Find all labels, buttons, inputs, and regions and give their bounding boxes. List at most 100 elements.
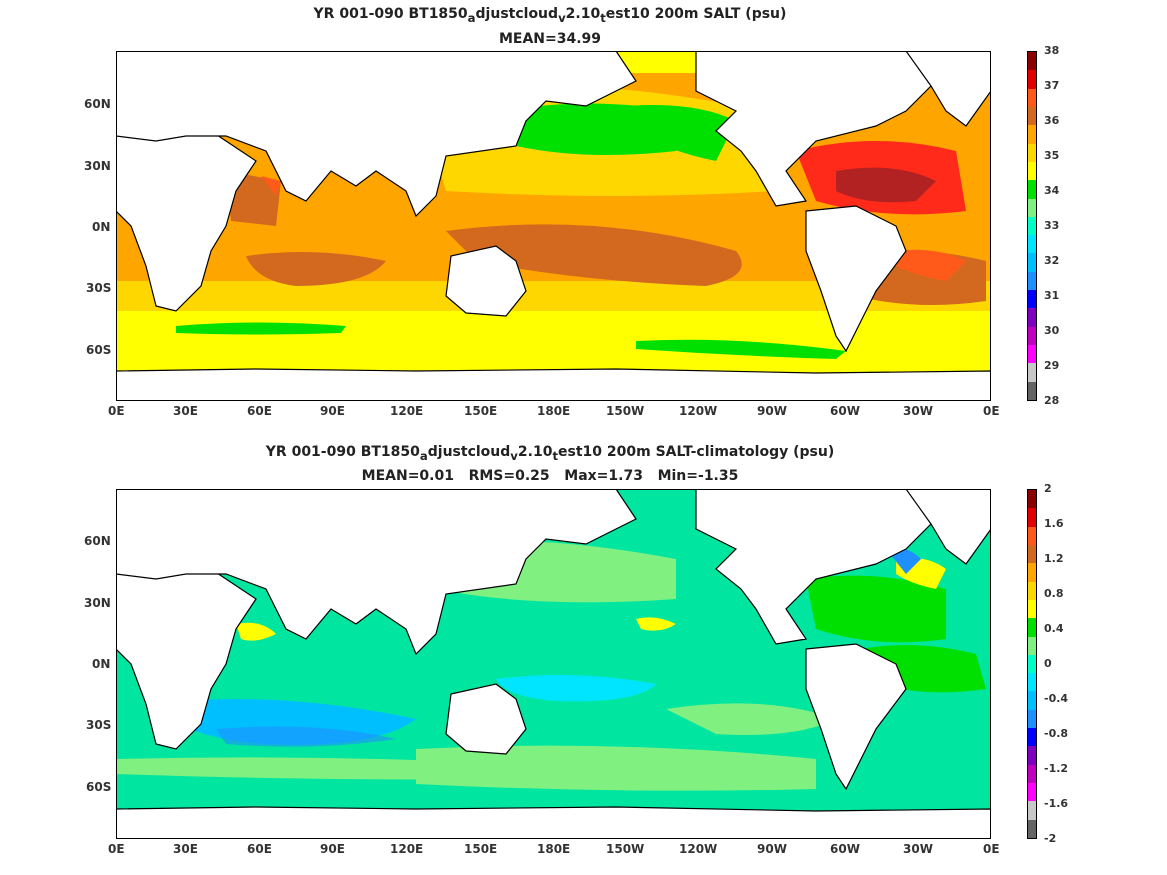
colorbar-segment	[1028, 326, 1036, 345]
cb-tick: 32	[1044, 254, 1060, 267]
colorbar-segment	[1028, 636, 1036, 655]
red-sea	[261, 176, 281, 196]
south-pacific-high	[446, 224, 742, 286]
cb-tick: 31	[1044, 289, 1060, 302]
colorbar-segment	[1028, 271, 1036, 291]
xtick: 30E	[173, 404, 198, 418]
colorbar-segment	[1028, 216, 1036, 236]
ytick: 30N	[84, 596, 111, 610]
ytick: 30S	[86, 281, 112, 295]
colorbar-segment	[1028, 125, 1036, 144]
xtick: 30E	[173, 842, 198, 856]
south-pacific-pos	[666, 703, 836, 735]
panel1-map	[116, 51, 991, 401]
cb-tick: 34	[1044, 184, 1060, 197]
colorbar-segment	[1028, 180, 1036, 199]
south-atlantic-core	[896, 249, 966, 281]
panel2-map	[116, 489, 991, 839]
xtick: 90W	[757, 842, 787, 856]
colorbar-segment	[1028, 198, 1036, 217]
colorbar-segment	[1028, 654, 1036, 674]
cb-tick: 0.8	[1044, 587, 1064, 600]
xtick: 150W	[606, 404, 645, 418]
colorbar-segment	[1028, 563, 1036, 582]
colorbar-segment	[1028, 235, 1036, 254]
colorbar-segment	[1028, 691, 1036, 710]
colorbar-segment	[1028, 253, 1036, 272]
xtick: 60E	[247, 842, 272, 856]
cb-tick: 29	[1044, 359, 1060, 372]
colorbar-segment	[1028, 581, 1036, 600]
south-indian-neg2	[216, 726, 396, 747]
colorbar-segment	[1028, 819, 1036, 838]
cb-tick: 38	[1044, 44, 1060, 57]
colorbar-segment	[1028, 308, 1036, 327]
north-pacific-spot	[636, 617, 676, 631]
ytick: 0N	[92, 657, 111, 671]
greenland	[905, 489, 991, 565]
colorbar-segment	[1028, 381, 1036, 400]
xtick: 60E	[247, 404, 272, 418]
north-pacific-low2	[626, 105, 736, 161]
xtick: 150E	[464, 404, 498, 418]
cb-tick: -0.8	[1044, 727, 1069, 740]
xtick: 120E	[390, 842, 424, 856]
xtick: 60W	[830, 404, 860, 418]
panel2-subtitle: MEAN=0.01 RMS=0.25 Max=1.73 Min=-1.35	[361, 468, 739, 484]
south-america	[805, 643, 907, 791]
cb-tick: 0.4	[1044, 622, 1064, 635]
panel2-colorbar	[1027, 489, 1037, 839]
colorbar-segment	[1028, 88, 1036, 107]
australia	[445, 245, 527, 317]
xtick: 180E	[537, 842, 571, 856]
colorbar-segment	[1028, 52, 1036, 71]
xtick: 150W	[606, 842, 645, 856]
panel1-colorbar	[1027, 51, 1037, 401]
cb-tick: -1.6	[1044, 797, 1069, 810]
cb-tick: 33	[1044, 219, 1060, 232]
cb-tick: 2	[1044, 482, 1052, 495]
ytick: 60S	[86, 343, 112, 357]
cb-tick: 0	[1044, 657, 1052, 670]
ytick: 30S	[86, 718, 112, 732]
cb-tick: 1.6	[1044, 517, 1064, 530]
colorbar-segment	[1028, 363, 1036, 382]
southern-green-1	[176, 322, 346, 335]
cb-tick: -0.4	[1044, 692, 1069, 705]
colorbar-segment	[1028, 143, 1036, 162]
colorbar-segment	[1028, 673, 1036, 692]
colorbar-segment	[1028, 345, 1036, 364]
eurasia	[116, 51, 637, 218]
xtick: 120E	[390, 404, 424, 418]
colorbar-segment	[1028, 746, 1036, 765]
xtick: 90E	[320, 404, 345, 418]
cb-tick: -1.2	[1044, 762, 1069, 775]
ytick: 60N	[84, 97, 111, 111]
cb-tick: 28	[1044, 394, 1060, 407]
colorbar-segment	[1028, 801, 1036, 820]
xtick: 180E	[537, 404, 571, 418]
xtick: 60W	[830, 842, 860, 856]
ytick: 0N	[92, 220, 111, 234]
colorbar-segment	[1028, 599, 1036, 619]
colorbar-segment	[1028, 618, 1036, 637]
xtick: 120W	[679, 842, 718, 856]
colorbar-segment	[1028, 544, 1036, 564]
colorbar-segment	[1028, 161, 1036, 181]
xtick: 30W	[903, 404, 933, 418]
antarctica	[116, 806, 991, 839]
cb-tick: 36	[1044, 114, 1060, 127]
xtick: 0E	[983, 404, 1000, 418]
xtick: 0E	[108, 842, 125, 856]
xtick: 90E	[320, 842, 345, 856]
ytick: 30N	[84, 159, 111, 173]
colorbar-segment	[1028, 728, 1036, 747]
ytick: 60N	[84, 534, 111, 548]
xtick: 150E	[464, 842, 498, 856]
antarctica	[116, 368, 991, 401]
indian-high	[246, 252, 386, 286]
colorbar-segment	[1028, 709, 1036, 729]
cb-tick: 37	[1044, 79, 1060, 92]
xtick: 90W	[757, 404, 787, 418]
colorbar-segment	[1028, 508, 1036, 527]
